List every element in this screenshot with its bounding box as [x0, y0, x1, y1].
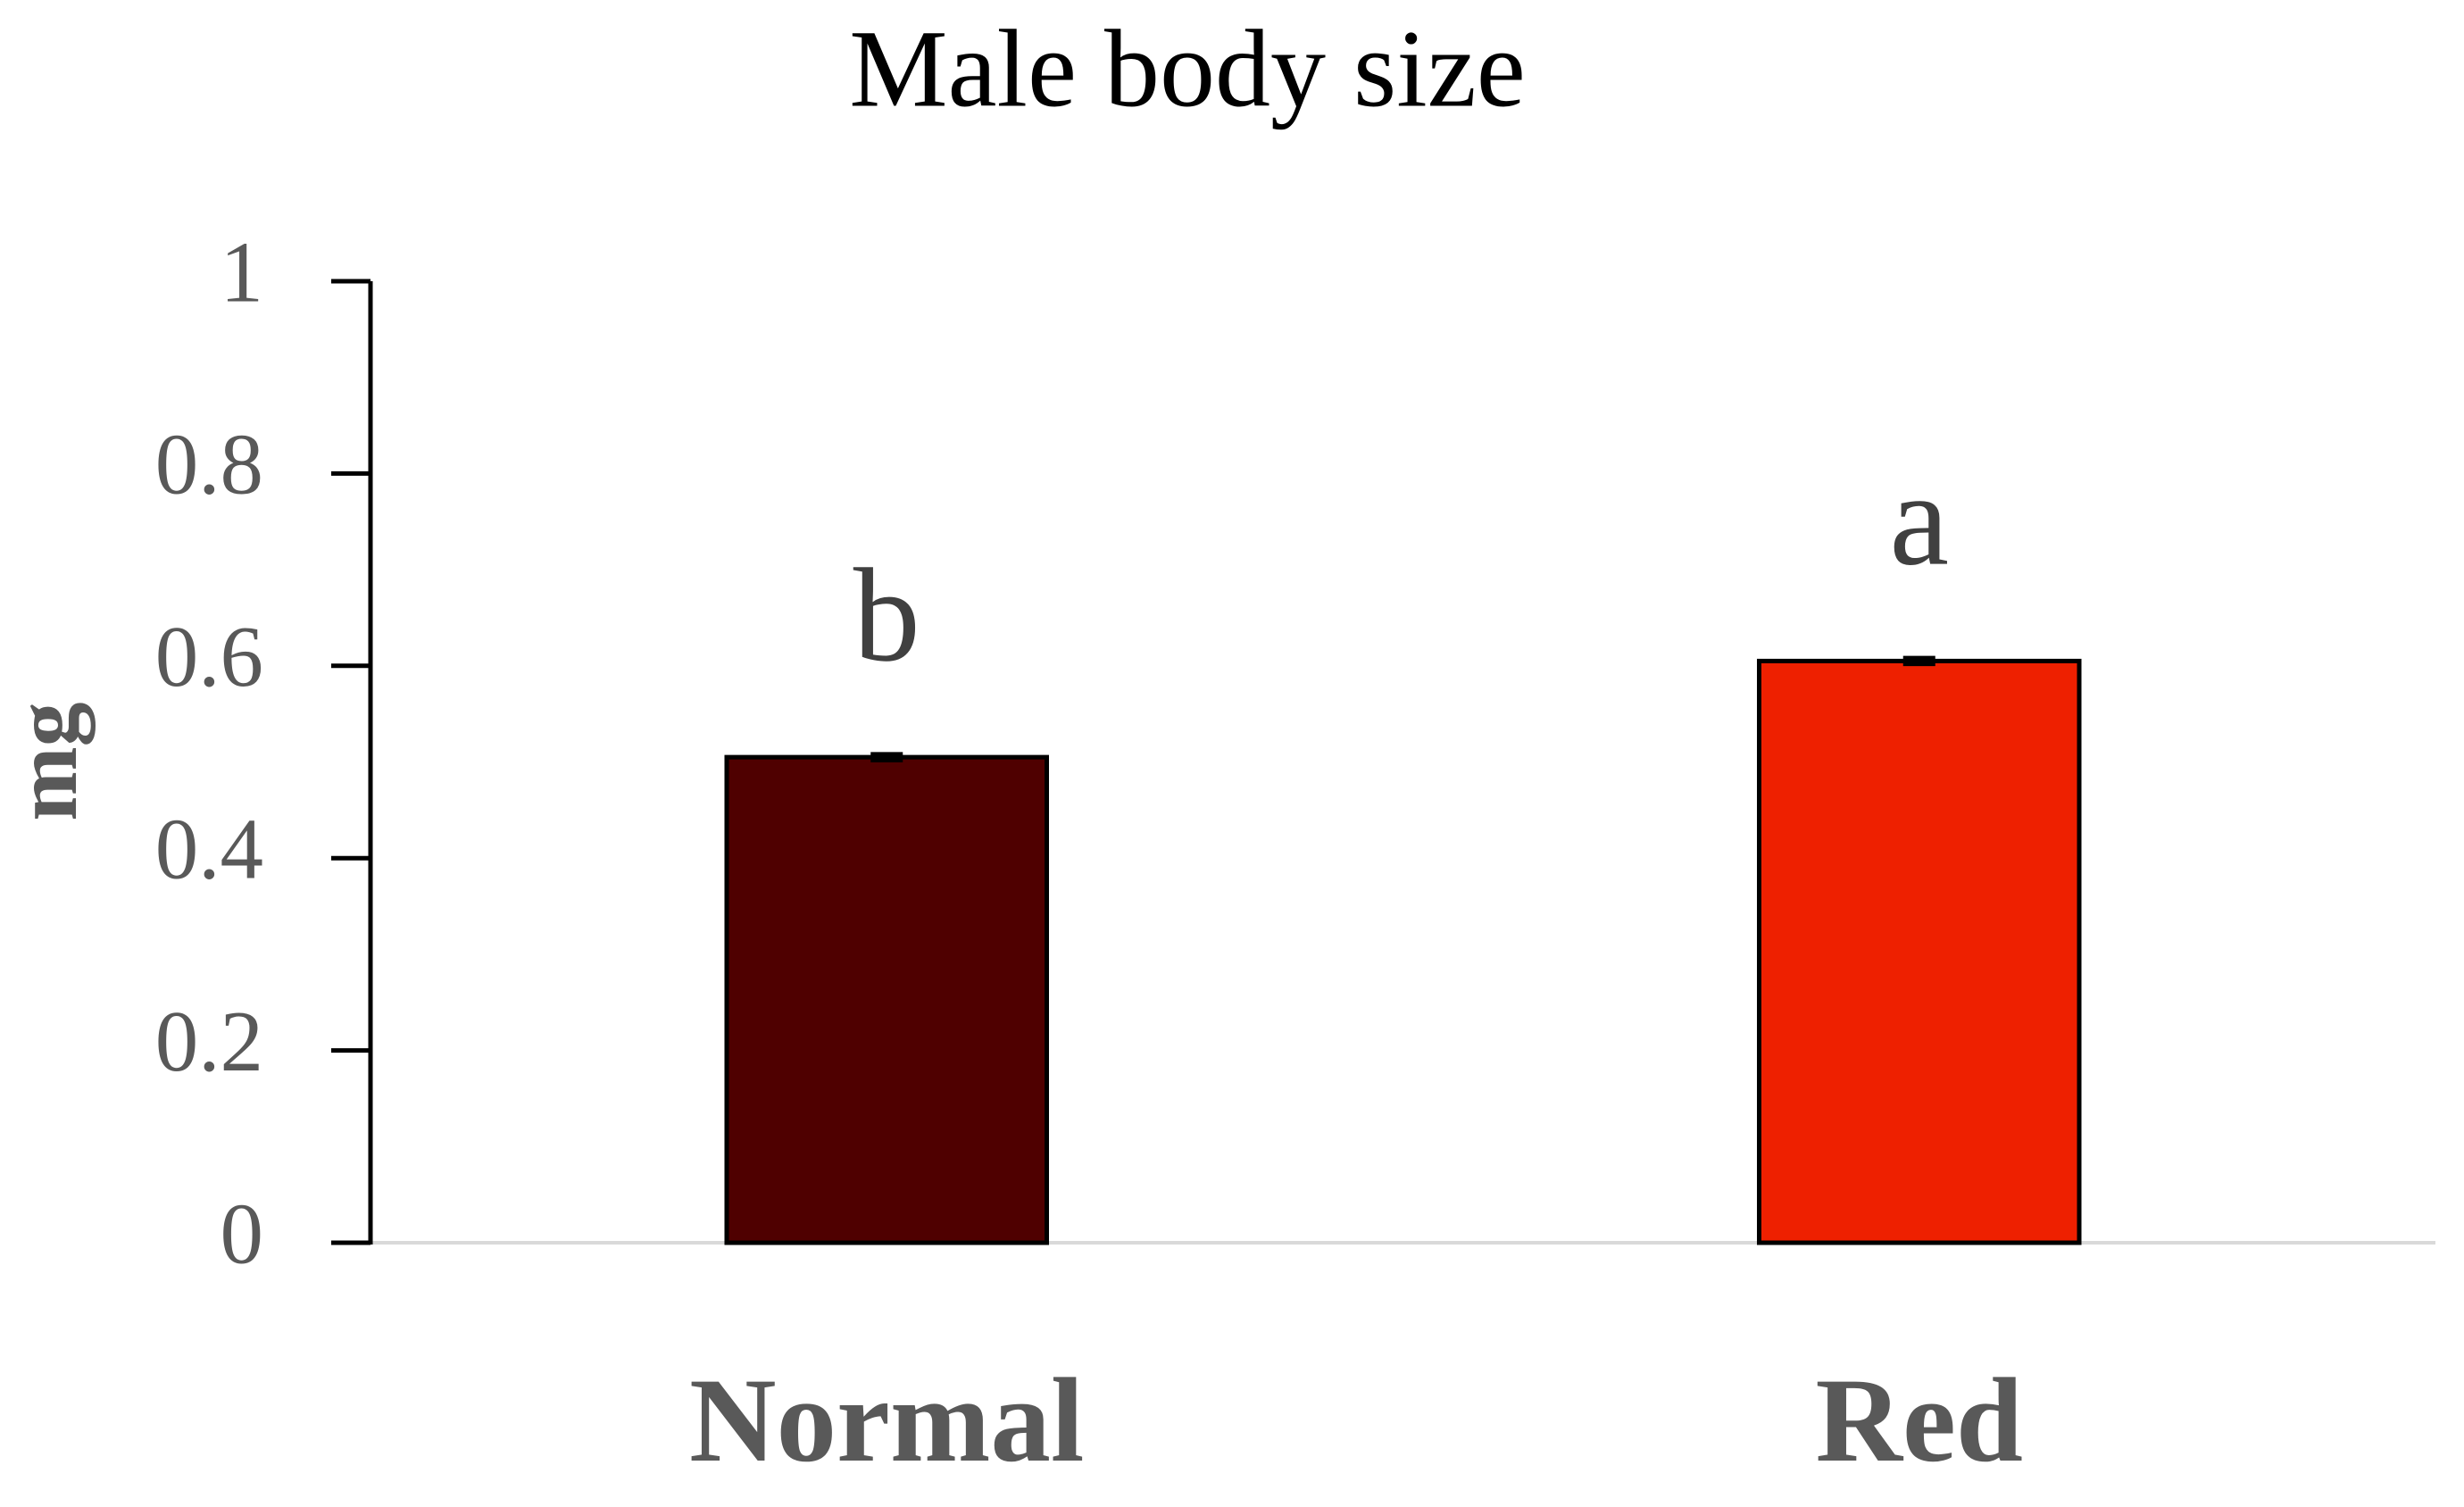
x-tick-label: Red: [1816, 1354, 2024, 1487]
y-axis-label: mg: [0, 702, 96, 820]
significance-letter: b: [853, 541, 920, 689]
error-bar: [870, 752, 903, 762]
y-tick-label: 0.6: [155, 609, 263, 704]
y-tick-label: 0: [221, 1186, 264, 1281]
bar: [724, 754, 1050, 1245]
significance-letter: a: [1889, 445, 1949, 594]
bar: [1756, 658, 2082, 1245]
error-bar: [1902, 655, 1935, 667]
y-tick-label: 0.4: [155, 801, 263, 896]
y-tick-label: 0.2: [155, 994, 263, 1089]
y-tick-label: 1: [221, 224, 264, 320]
chart-title: Male body size: [849, 7, 1526, 129]
x-tick-label: Normal: [689, 1354, 1084, 1487]
y-tick-label: 0.8: [155, 417, 263, 512]
